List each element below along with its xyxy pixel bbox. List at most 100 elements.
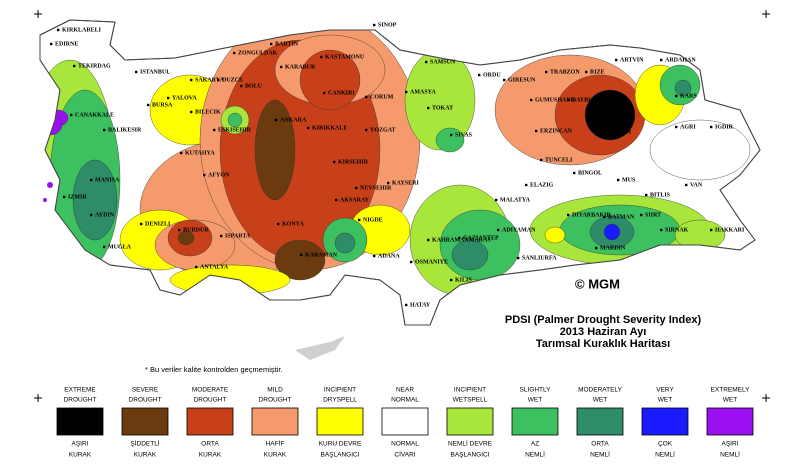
city-label: DIYARBAKIR <box>572 212 611 218</box>
city-label: SAKARYA <box>195 77 225 83</box>
city-label: AFYON <box>208 172 230 178</box>
legend-top: DROUGHT <box>64 397 97 404</box>
city-label: KARS <box>680 93 697 99</box>
legend-swatch <box>381 407 429 436</box>
legend-top: VERY <box>656 387 674 394</box>
city-dot <box>615 58 618 62</box>
city-label: ADANA <box>378 253 400 259</box>
city-dot <box>190 110 193 114</box>
map-title: Tarımsal Kuraklık Haritası <box>536 338 670 350</box>
city-label: BILECIK <box>195 109 221 115</box>
legend-swatch <box>316 407 364 436</box>
city-dot <box>213 128 216 132</box>
city-dot <box>90 178 93 182</box>
city-dot <box>540 158 543 162</box>
city-dot <box>373 254 376 258</box>
city-dot <box>50 42 53 46</box>
city-dot <box>103 245 106 249</box>
city-dot <box>450 133 453 137</box>
city-dot <box>240 84 243 88</box>
drought-area <box>40 114 63 136</box>
legend-top: MILD <box>267 387 283 394</box>
legend-top: WET <box>723 397 737 404</box>
city-label: BURSA <box>152 102 173 108</box>
drought-area <box>254 99 296 201</box>
city-label: GUMUSHANE <box>535 97 575 103</box>
city-label: KASTAMONU <box>325 54 365 60</box>
drought-area <box>299 49 361 111</box>
legend-bottom: ORTA <box>591 441 609 448</box>
legend-swatch <box>186 407 234 436</box>
drought-area <box>227 112 243 128</box>
city-label: SANLIURFA <box>522 255 557 261</box>
city-label: SAMSUN <box>430 59 456 65</box>
city-dot <box>675 125 678 129</box>
city-dot <box>147 103 150 107</box>
drought-area <box>544 226 566 244</box>
cyprus <box>295 336 345 360</box>
city-label: BITLIS <box>650 192 671 198</box>
city-label: HATAY <box>410 302 431 308</box>
legend-top: INCIPIENT <box>454 387 486 394</box>
city-label: AMASYA <box>410 89 436 95</box>
city-dot <box>530 98 533 102</box>
city-label: ARDAHAN <box>665 57 696 63</box>
city-dot <box>323 91 326 95</box>
legend-top: MODERATE <box>192 387 229 394</box>
drought-area <box>274 239 326 281</box>
legend-swatch <box>641 407 689 436</box>
city-label: KIRSEHIR <box>338 159 369 165</box>
city-dot <box>180 151 183 155</box>
city-dot <box>517 256 520 260</box>
city-label: OSMANIYE <box>415 259 448 265</box>
legend-bottom: NEMLİ <box>590 450 610 459</box>
city-dot <box>427 238 430 242</box>
city-label: ERZINCAN <box>540 128 573 134</box>
city-dot <box>358 218 361 222</box>
city-label: BOLU <box>245 83 263 89</box>
city-dot <box>495 198 498 202</box>
city-dot <box>617 178 620 182</box>
city-label: MARDIN <box>600 245 626 251</box>
city-label: ISTANBUL <box>140 69 170 75</box>
legend-swatch <box>56 407 104 436</box>
legend-swatch <box>706 407 754 436</box>
drought-area <box>177 230 195 246</box>
legend-bottom: KURAK <box>199 452 222 459</box>
city-label: YALOVA <box>172 95 197 101</box>
city-dot <box>270 42 273 46</box>
city-dot <box>567 213 570 217</box>
city-label: ORDU <box>483 72 501 78</box>
city-dot <box>203 173 206 177</box>
legend-top: WETSPELL <box>453 397 488 404</box>
city-dot <box>478 73 481 77</box>
city-dot <box>57 28 60 32</box>
legend-top: WET <box>593 397 607 404</box>
city-dot <box>103 128 106 132</box>
city-dot <box>503 78 506 82</box>
city-dot <box>280 65 283 69</box>
city-label: AYDIN <box>95 212 115 218</box>
city-dot <box>525 183 528 187</box>
city-label: BALIKESIR <box>108 127 142 133</box>
legend-bottom: NEMLİ DEVRE <box>448 439 493 448</box>
legend-top: DRYSPELL <box>323 397 357 404</box>
city-dot <box>567 98 570 102</box>
map-outline <box>39 19 761 326</box>
city-label: TEKIRDAG <box>78 63 111 69</box>
city-label: MANISA <box>95 177 120 183</box>
legend-swatch <box>121 407 169 436</box>
city-label: BAYBURT <box>572 97 601 103</box>
city-dot <box>595 246 598 250</box>
city-label: GAZIANTEP <box>463 235 499 241</box>
city-dot <box>220 234 223 238</box>
corner-mark <box>762 10 770 18</box>
legend-bottom: NEMLİ <box>720 450 740 459</box>
legend-top: DROUGHT <box>259 397 292 404</box>
city-label: SINOP <box>378 22 397 28</box>
city-dot <box>645 193 648 197</box>
drought-area <box>334 232 356 254</box>
city-label: CANAKKALE <box>75 112 114 118</box>
city-dot <box>660 58 663 62</box>
